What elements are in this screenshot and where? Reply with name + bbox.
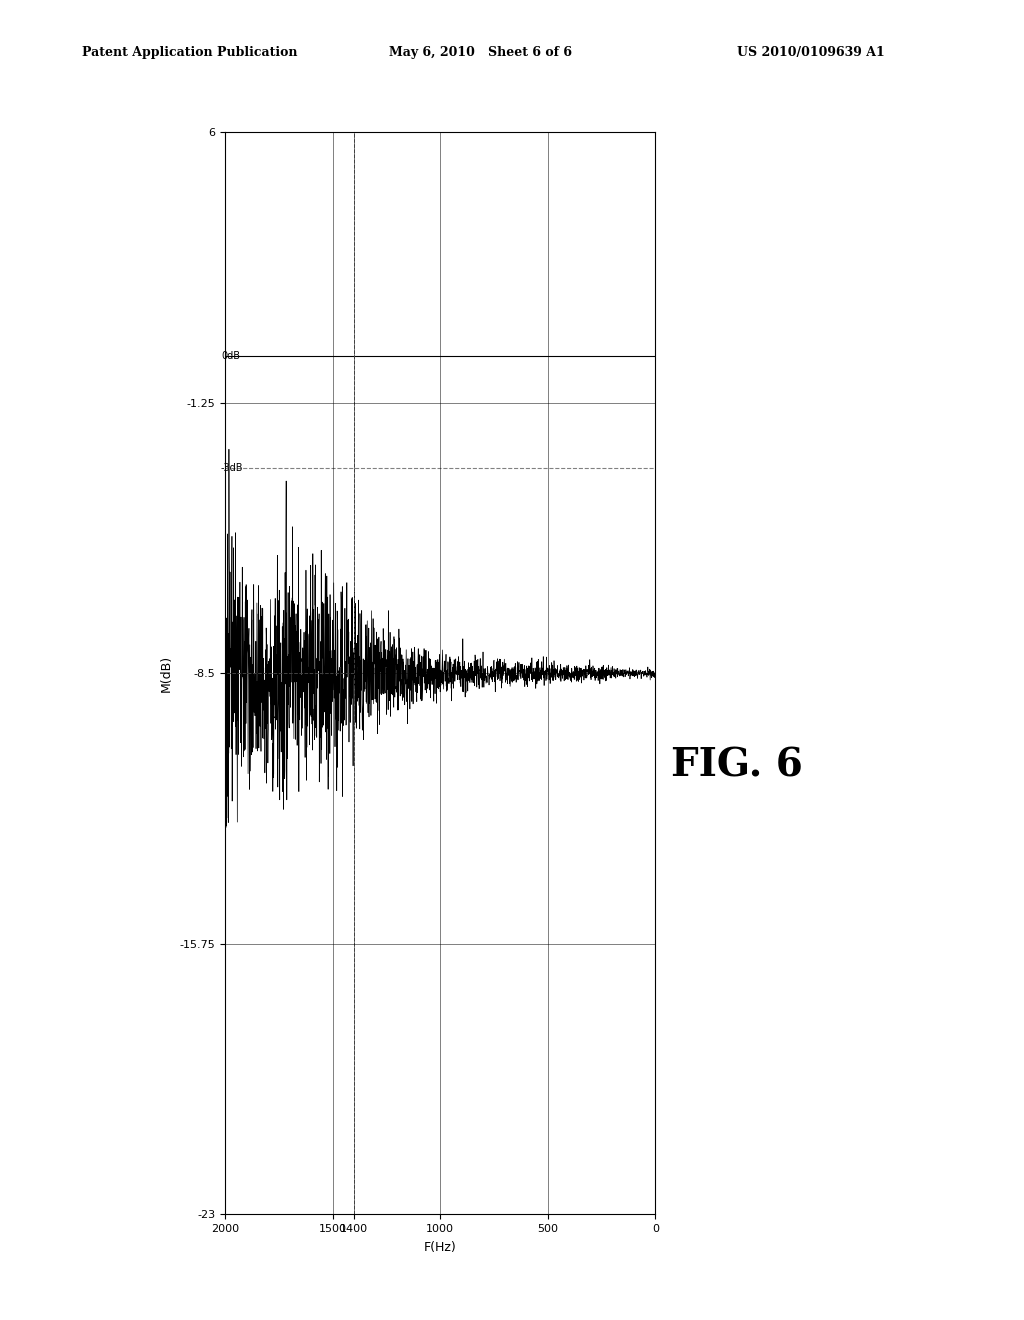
Text: US 2010/0109639 A1: US 2010/0109639 A1 bbox=[737, 46, 885, 59]
Text: 0dB: 0dB bbox=[221, 351, 240, 360]
Text: -3dB: -3dB bbox=[221, 463, 244, 473]
Text: FIG. 6: FIG. 6 bbox=[672, 747, 803, 784]
Text: Patent Application Publication: Patent Application Publication bbox=[82, 46, 297, 59]
Y-axis label: M(dB): M(dB) bbox=[160, 655, 173, 692]
Text: May 6, 2010   Sheet 6 of 6: May 6, 2010 Sheet 6 of 6 bbox=[389, 46, 572, 59]
X-axis label: F(Hz): F(Hz) bbox=[424, 1241, 457, 1254]
